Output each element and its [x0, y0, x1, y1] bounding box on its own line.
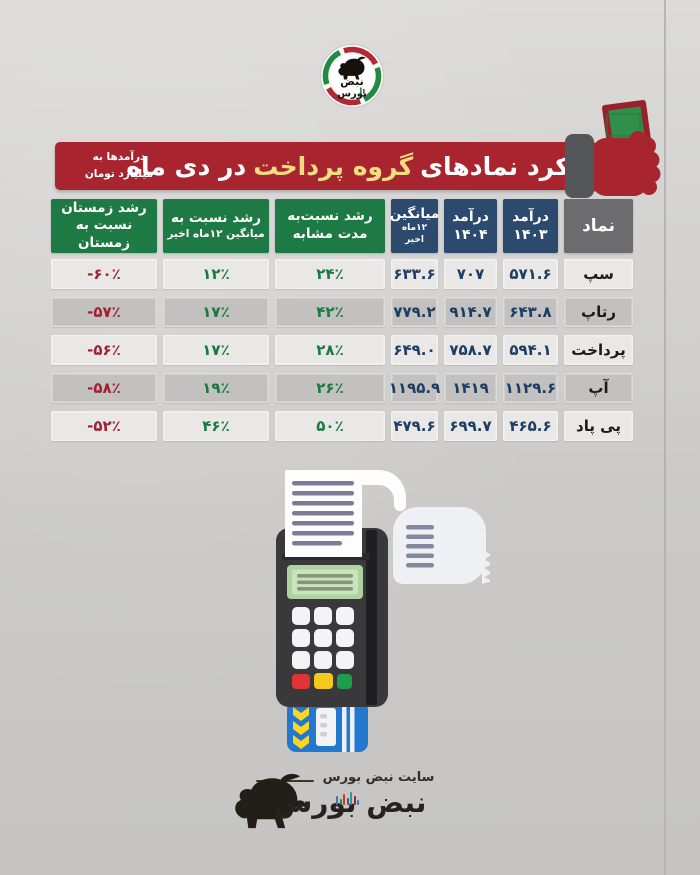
col-header-growth-winter: رشد زمستان نسبت به زمستان	[51, 199, 157, 253]
cell-growth_winter: -۵۷٪	[51, 297, 157, 327]
pulse-bars-icon	[336, 792, 359, 805]
table-row: رتاپ ۶۴۳.۸ ۹۱۴.۷ ۷۷۹.۲ ۴۲٪ ۱۷٪ -۵۷٪	[48, 297, 633, 327]
cell-growth_winter: -۵۶٪	[51, 335, 157, 365]
logo-brand-line2: بورس	[337, 89, 367, 100]
cell-growth_winter: -۶۰٪	[51, 259, 157, 289]
cell-rev1404: ۶۹۹.۷	[444, 411, 497, 441]
cell-avg12: ۴۷۹.۶	[391, 411, 438, 441]
table-row: پی پاد ۴۶۵.۶ ۶۹۹.۷ ۴۷۹.۶ ۵۰٪ ۴۶٪ -۵۲٪	[48, 411, 633, 441]
cell-symbol: سپ	[564, 259, 633, 289]
table-header: نماد درآمد ۱۴۰۳ درآمد ۱۴۰۴ میانگین ۱۲ماه اخ…	[48, 199, 633, 253]
cell-rev1404: ۷۵۸.۷	[444, 335, 497, 365]
title-banner: درآمدها به میلیارد تومان عملکرد نمادهای …	[55, 142, 614, 190]
col-header-growth-avg: رشد نسبت به میانگین ۱۲ماه اخیر	[163, 199, 269, 253]
cell-rev1403: ۵۷۱.۶	[503, 259, 558, 289]
table-rows: سپ ۵۷۱.۶ ۷۰۷ ۶۳۳.۶ ۲۴٪ ۱۲٪ -۶۰٪ رتاپ ۶۴۳.۸ ۹۱۴.۷ ۷…	[48, 259, 633, 441]
table-row: سپ ۵۷۱.۶ ۷۰۷ ۶۳۳.۶ ۲۴٪ ۱۲٪ -۶۰٪	[48, 259, 633, 289]
terminal-keypad	[292, 607, 354, 669]
cell-growth_avg: ۱۷٪	[163, 335, 269, 365]
cell-growth_avg: ۱۲٪	[163, 259, 269, 289]
clear-key	[314, 673, 333, 689]
cell-symbol: پی پاد	[564, 411, 633, 441]
cell-avg12: ۶۳۳.۶	[391, 259, 438, 289]
paper-crease	[664, 0, 666, 875]
cell-rev1403: ۵۹۴.۱	[503, 335, 558, 365]
footer-bull-icon	[235, 773, 306, 829]
logo-brand-line1: نبض	[340, 75, 364, 88]
cell-rev1403: ۴۶۵.۶	[503, 411, 558, 441]
cell-growth_avg: ۴۶٪	[163, 411, 269, 441]
performance-table: نماد درآمد ۱۴۰۳ درآمد ۱۴۰۴ میانگین ۱۲ماه اخ…	[48, 199, 633, 441]
col-header-growth-similar: رشد نسبت‌به مدت مشابه	[275, 199, 385, 253]
cell-avg12: ۱۱۹۵.۹	[389, 373, 440, 403]
enter-key	[337, 674, 352, 689]
table-row: آپ ۱۱۲۹.۶ ۱۴۱۹ ۱۱۹۵.۹ ۲۶٪ ۱۹٪ -۵۸٪	[48, 373, 633, 403]
cell-growth_avg: ۱۹٪	[163, 373, 269, 403]
cell-growth_similar: ۴۲٪	[275, 297, 385, 327]
site-label: سایت نبض بورس	[322, 770, 435, 785]
page-title: عملکرد نمادهای گروه پرداخت در دی ماه	[126, 151, 614, 181]
cell-avg12: ۷۷۹.۲	[391, 297, 438, 327]
cell-growth_avg: ۱۷٪	[163, 297, 269, 327]
col-header-avg12: میانگین ۱۲ماه اخیر	[390, 199, 439, 253]
cell-growth_similar: ۲۶٪	[275, 373, 385, 403]
bull-icon	[338, 56, 366, 80]
cell-rev1404: ۱۴۱۹	[444, 373, 497, 403]
cell-rev1404: ۷۰۷	[444, 259, 497, 289]
footer-logo: سایت نبض بورس نبض بورس	[218, 770, 482, 850]
cell-rev1404: ۹۱۴.۷	[444, 297, 497, 327]
cell-symbol: پرداخت	[564, 335, 633, 365]
unit-note: درآمدها به میلیارد تومان	[84, 151, 154, 180]
col-header-symbol: نماد	[564, 199, 633, 253]
cell-rev1403: ۶۴۳.۸	[503, 297, 558, 327]
table-row: پرداخت ۵۹۴.۱ ۷۵۸.۷ ۶۴۹.۰ ۲۸٪ ۱۷٪ -۵۶٪	[48, 335, 633, 365]
cell-growth_similar: ۵۰٪	[275, 411, 385, 441]
fist-money-icon	[565, 100, 661, 198]
cancel-key	[292, 674, 310, 689]
cell-symbol: رتاپ	[564, 297, 633, 327]
cell-growth_similar: ۲۴٪	[275, 259, 385, 289]
receipt-main-icon	[285, 470, 406, 557]
col-header-rev1403: درآمد ۱۴۰۳	[503, 199, 558, 253]
cell-growth_similar: ۲۸٪	[275, 335, 385, 365]
col-header-rev1404: درآمد ۱۴۰۴	[444, 199, 497, 253]
cell-growth_winter: -۵۸٪	[51, 373, 157, 403]
bank-card-icon	[287, 701, 368, 752]
receipt-side-icon	[393, 507, 490, 584]
cell-growth_winter: -۵۲٪	[51, 411, 157, 441]
cell-symbol: آپ	[564, 373, 633, 403]
cell-rev1403: ۱۱۲۹.۶	[503, 373, 558, 403]
nabz-bourse-badge-logo: نبض بورس	[320, 44, 384, 108]
pos-terminal-illustration	[276, 470, 490, 752]
cell-avg12: ۶۴۹.۰	[391, 335, 438, 365]
terminal-screen	[287, 565, 363, 599]
title-highlight: گروه پرداخت	[253, 151, 414, 181]
